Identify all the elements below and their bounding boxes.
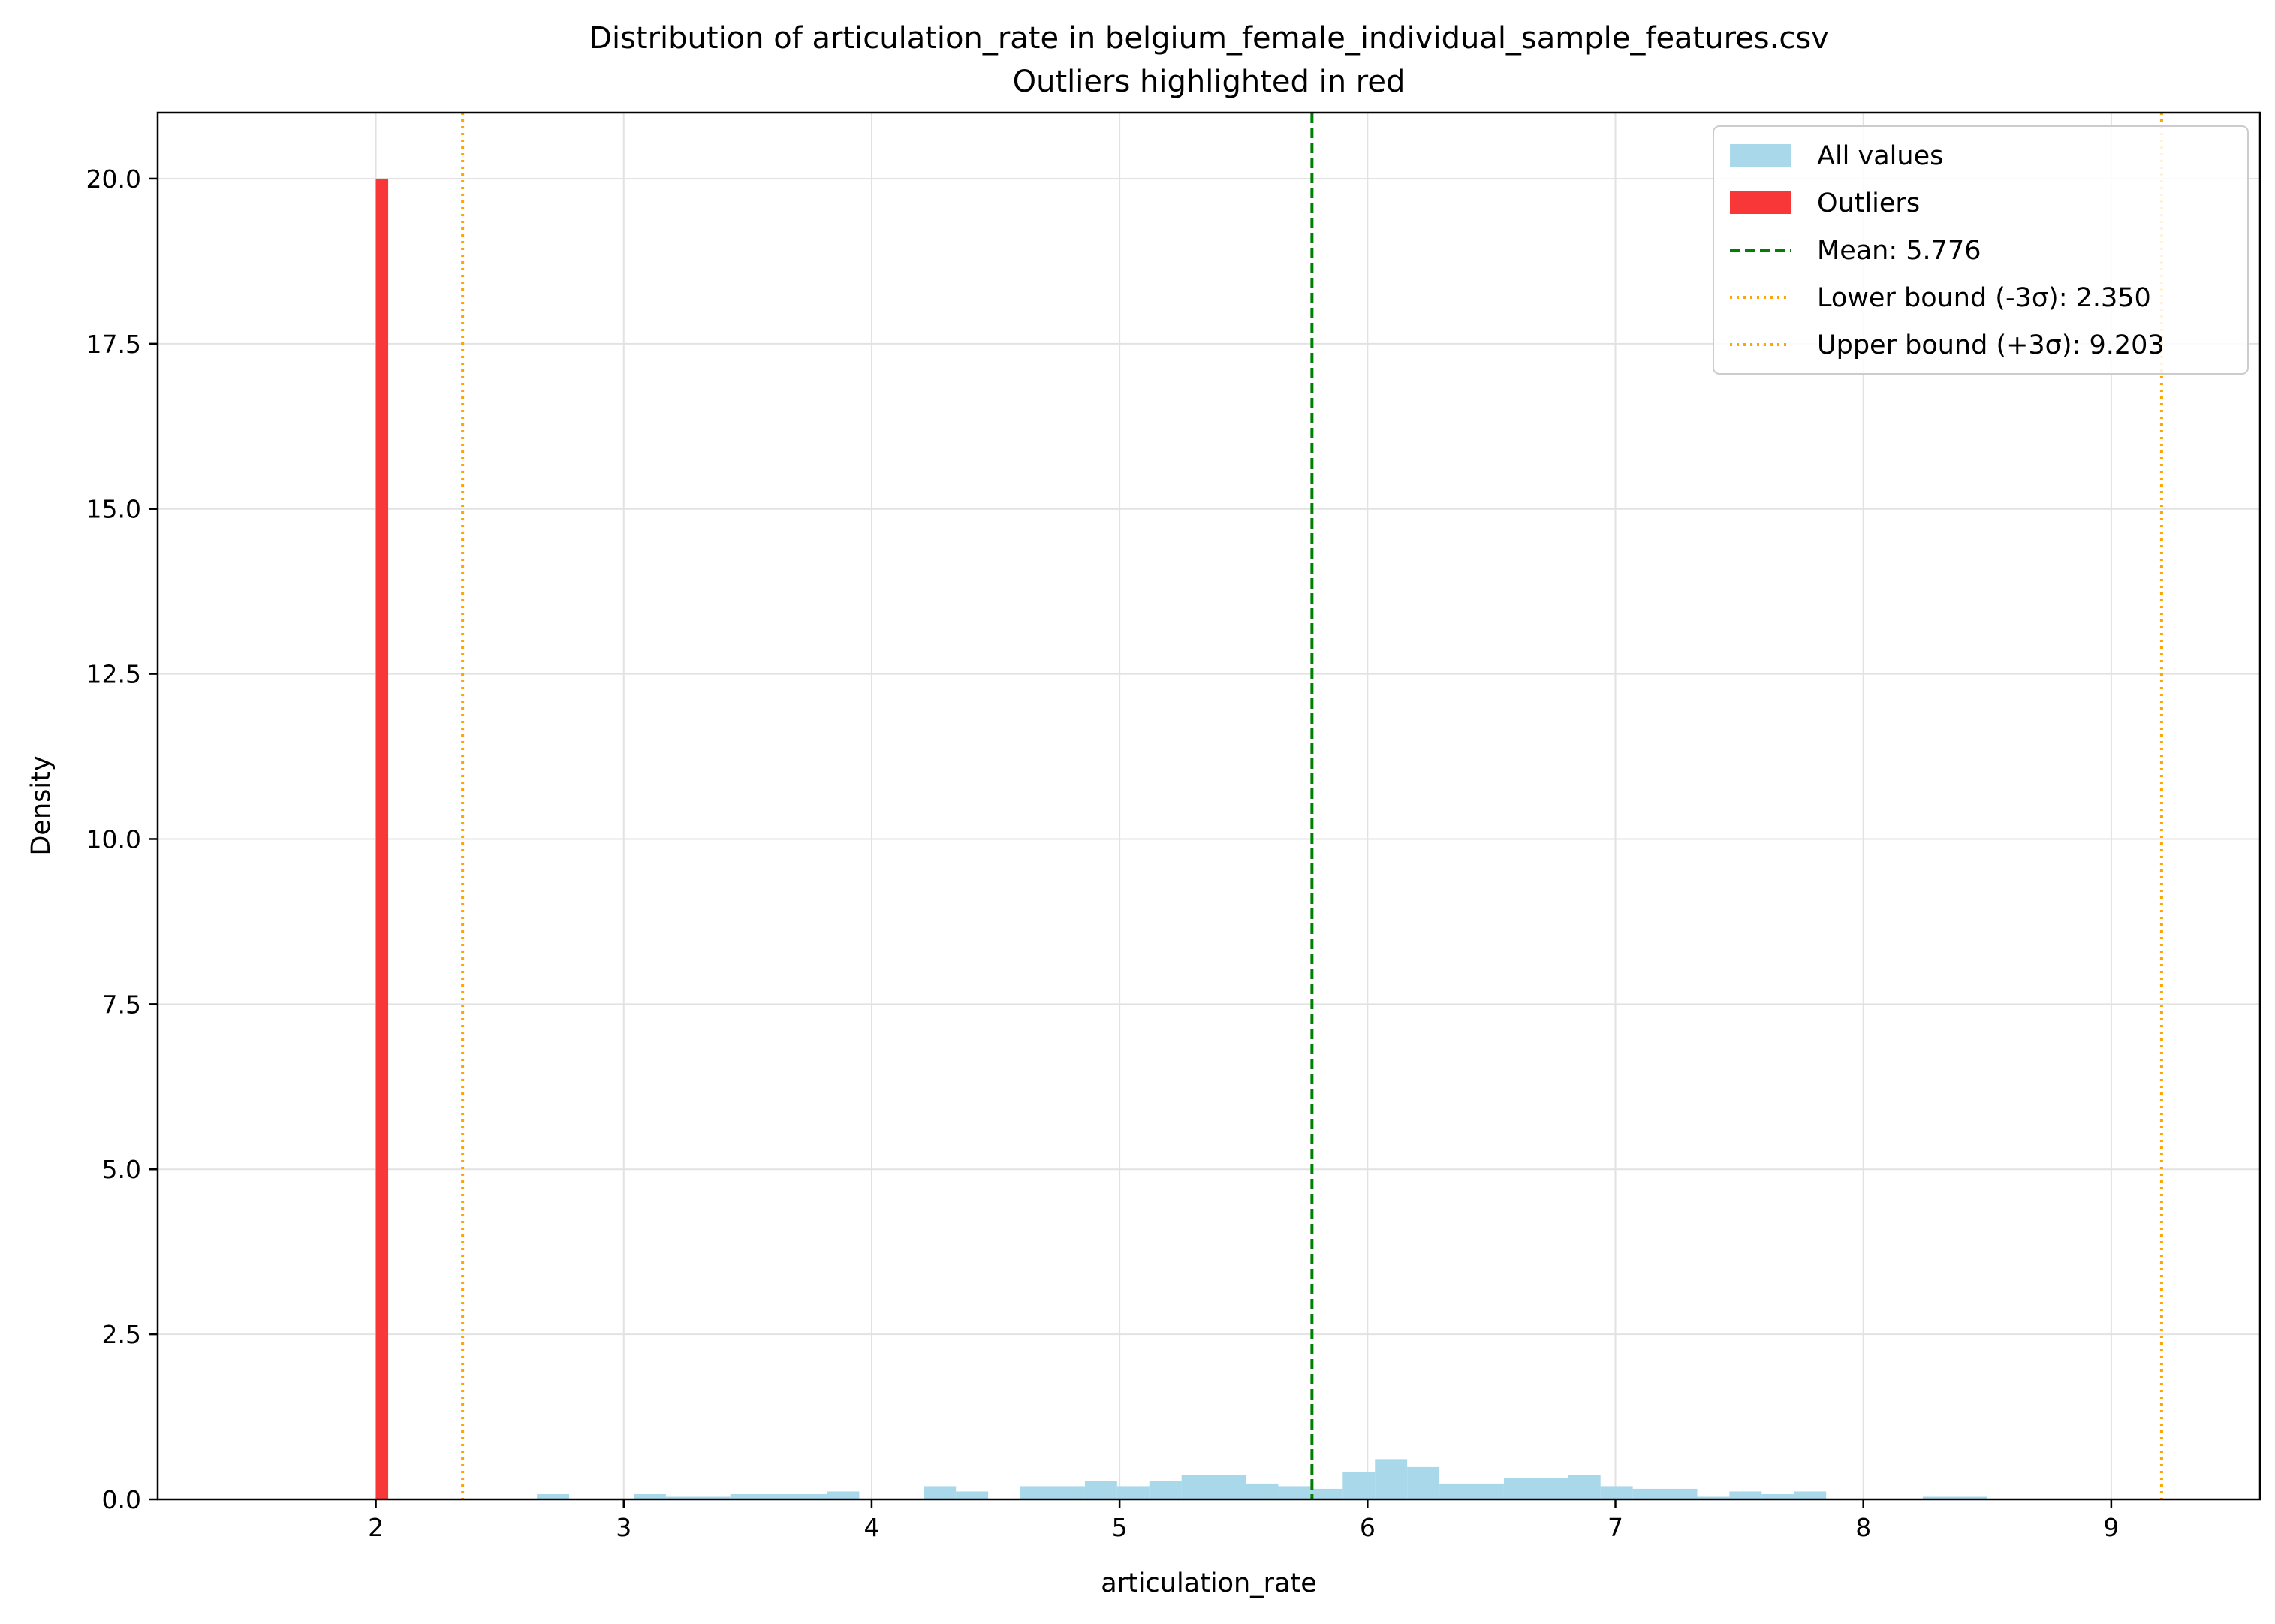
histogram-bar (1407, 1466, 1440, 1499)
y-tick-label: 0.0 (102, 1485, 141, 1514)
legend: All values Outliers Mean: 5.776 Lower bound… (1713, 125, 2249, 375)
histogram-bar (1632, 1488, 1698, 1499)
y-tick-label: 5.0 (102, 1155, 141, 1184)
bars-layer (375, 178, 1987, 1499)
y-ticks-layer: 0.0 2.5 5.0 7.5 10.0 12.5 15.0 17.5 20.0 (86, 164, 158, 1514)
histogram-bar (1116, 1486, 1150, 1499)
x-ticks-layer: 2 3 4 5 6 7 8 9 (368, 1499, 2119, 1542)
histogram-bar (1761, 1493, 1794, 1499)
histogram-bar (1310, 1488, 1343, 1499)
legend-label: All values (1817, 141, 1943, 171)
histogram-bar (1181, 1475, 1246, 1499)
y-tick-label: 17.5 (86, 330, 141, 359)
legend-label: Mean: 5.776 (1817, 236, 1981, 266)
histogram-bar (956, 1491, 989, 1499)
y-tick-label: 10.0 (86, 824, 141, 854)
x-tick-label: 7 (1608, 1513, 1623, 1542)
histogram-bar (1794, 1491, 1827, 1499)
x-tick-label: 6 (1360, 1513, 1376, 1542)
histogram-bar (1697, 1496, 1730, 1499)
legend-label: Lower bound (-3σ): 2.350 (1817, 283, 2151, 313)
histogram-bar (1149, 1481, 1182, 1499)
x-tick-label: 3 (616, 1513, 631, 1542)
histogram-bar (1375, 1459, 1408, 1499)
histogram-bar (1439, 1483, 1504, 1499)
histogram-bar (1568, 1475, 1601, 1499)
histogram-bar (633, 1493, 666, 1499)
y-tick-label: 7.5 (102, 990, 141, 1019)
legend-label: Outliers (1817, 188, 1920, 218)
x-tick-label: 9 (2103, 1513, 2119, 1542)
histogram-bar (1600, 1486, 1633, 1499)
histogram-bar (1278, 1486, 1311, 1499)
y-tick-label: 2.5 (102, 1320, 141, 1349)
legend-label: Upper bound (+3σ): 9.203 (1817, 330, 2165, 360)
outlier-bar (375, 178, 389, 1499)
histogram-bar (1729, 1491, 1762, 1499)
histogram-bar (665, 1496, 731, 1499)
x-axis-label: articulation_rate (1101, 1568, 1317, 1598)
y-tick-label: 15.0 (86, 495, 141, 524)
histogram-bar (537, 1493, 570, 1499)
legend-swatch (1730, 191, 1791, 214)
legend-swatch (1730, 144, 1791, 167)
chart-title: Distribution of articulation_rate in bel… (589, 21, 1829, 56)
histogram-bar (1503, 1477, 1568, 1499)
histogram-bar (730, 1493, 827, 1499)
x-tick-label: 4 (863, 1513, 879, 1542)
histogram-bar (1342, 1472, 1376, 1499)
histogram-bar (1922, 1496, 1987, 1499)
legend-box (1713, 125, 2249, 375)
chart-subtitle: Outliers highlighted in red (1013, 65, 1406, 99)
y-tick-label: 20.0 (86, 164, 141, 194)
histogram-bar (924, 1486, 957, 1499)
y-tick-label: 12.5 (86, 660, 141, 689)
x-tick-label: 2 (368, 1513, 384, 1542)
histogram-bar (1020, 1486, 1085, 1499)
histogram-bar (1246, 1483, 1279, 1499)
histogram-bar (1084, 1481, 1117, 1499)
x-tick-label: 8 (1855, 1513, 1871, 1542)
x-tick-label: 5 (1112, 1513, 1128, 1542)
histogram-bar (827, 1491, 860, 1499)
plot-frame (156, 111, 2261, 1501)
y-axis-label: Density (26, 755, 56, 855)
